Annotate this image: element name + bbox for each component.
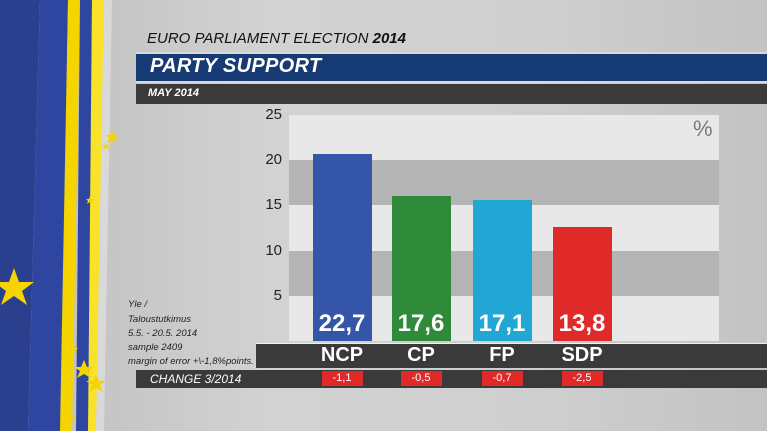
supertitle: EURO PARLIAMENT ELECTION 2014 bbox=[147, 30, 406, 47]
source-line-2: Taloustutkimus bbox=[128, 314, 192, 325]
grid-band bbox=[289, 115, 719, 161]
change-label: CHANGE 3/2014 bbox=[150, 372, 242, 386]
bar-value-label: 13,8 bbox=[558, 310, 606, 337]
category-label: SDP bbox=[561, 344, 603, 366]
bar-value-label: 17,6 bbox=[397, 310, 445, 337]
source-line-4: sample 2409 bbox=[128, 342, 183, 353]
bar-fp bbox=[472, 200, 532, 341]
category-bar bbox=[256, 343, 767, 368]
y-tick-label: 20 bbox=[265, 151, 282, 169]
y-tick-label: 15 bbox=[265, 196, 282, 214]
change-badge: -0,5 bbox=[400, 371, 442, 386]
bar-sdp bbox=[552, 227, 612, 341]
bar-cp bbox=[391, 196, 451, 341]
category-label: NCP bbox=[320, 344, 364, 366]
bar-value-label: 22,7 bbox=[318, 310, 366, 337]
source-line-5: margin of error +\-1,8%points. bbox=[128, 356, 254, 367]
change-bar bbox=[136, 370, 767, 388]
change-badge: -2,5 bbox=[561, 371, 603, 386]
y-tick-label: 5 bbox=[273, 286, 282, 304]
source-line-3: 5.5. - 20.5. 2014 bbox=[128, 328, 198, 339]
category-label: CP bbox=[407, 344, 435, 366]
y-tick-label: 10 bbox=[265, 241, 282, 259]
date-bar: MAY 2014 bbox=[136, 84, 767, 104]
change-badge: -1,1 bbox=[321, 371, 363, 386]
unit-label: % bbox=[693, 116, 713, 141]
bar-ncp bbox=[312, 154, 372, 341]
supertitle-prefix: EURO PARLIAMENT ELECTION bbox=[147, 30, 369, 47]
supertitle-year: 2014 bbox=[372, 30, 406, 47]
source-line-1: Yle / bbox=[128, 299, 148, 310]
title-bar: PARTY SUPPORT bbox=[136, 52, 767, 83]
y-tick-label: 25 bbox=[265, 106, 282, 123]
date-label: MAY 2014 bbox=[148, 87, 199, 99]
bar-value-label: 17,1 bbox=[478, 310, 526, 337]
change-badge: -0,7 bbox=[481, 371, 523, 386]
chart-title: PARTY SUPPORT bbox=[150, 55, 322, 77]
category-label: FP bbox=[489, 344, 515, 366]
